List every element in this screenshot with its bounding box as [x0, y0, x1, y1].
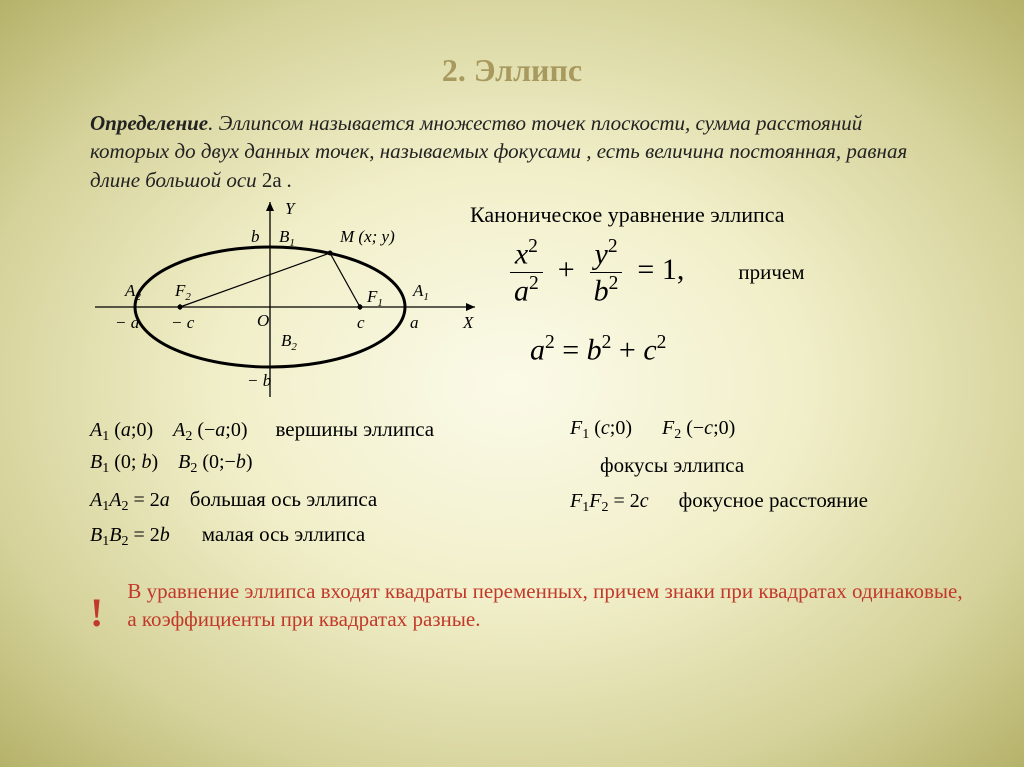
prichem-label: причем — [738, 260, 804, 285]
focal-dist-eq: F1F2 = 2c — [570, 490, 649, 516]
vertex-B2: B2 (0;−b) — [178, 451, 252, 477]
note-block: ! В уравнение эллипса входят квадраты пе… — [90, 577, 970, 634]
canonical-equation: x2a2 + y2b2 = 1, — [510, 236, 684, 308]
major-axis-eq: A1A2 = 2a — [90, 489, 170, 515]
focus-F2: F2 (−c;0) — [662, 417, 735, 443]
canonical-eq-label: Каноническое уравнение эллипса — [470, 202, 1000, 228]
definition-period: . — [282, 168, 293, 192]
section-title: 2. Эллипс — [0, 0, 1024, 89]
svg-text:− c: − c — [171, 313, 195, 332]
svg-text:b: b — [251, 227, 260, 246]
svg-text:− b: − b — [247, 371, 271, 390]
foci-block: F1 (c;0) F2 (−c;0) фокусы эллипса F1F2 =… — [570, 417, 868, 526]
foci-label: фокусы эллипса — [600, 453, 744, 478]
svg-text:B1: B1 — [279, 227, 295, 249]
eq-rhs: = 1, — [637, 253, 684, 286]
vertices-label: вершины эллипса — [276, 417, 435, 442]
two-a-symbol: 2a — [262, 168, 282, 192]
definition-head: Определение — [90, 111, 208, 135]
major-axis-label: большая ось эллипса — [190, 487, 378, 512]
vertices-axes-block: A1 (a;0) A2 (−a;0) вершины эллипса B1 (0… — [90, 417, 434, 556]
vertex-B1: B1 (0; b) — [90, 451, 158, 477]
svg-text:O: O — [257, 311, 269, 330]
svg-text:c: c — [357, 313, 365, 332]
ellipse-diagram: YXOM (x; y)bB1B2− bA1aA2− aF1cF2− c — [85, 202, 485, 407]
svg-text:M (x; y): M (x; y) — [339, 227, 395, 246]
definition-body: . Эллипсом называется множество точек пл… — [90, 111, 907, 192]
definition-block: Определение. Эллипсом называется множест… — [90, 109, 934, 194]
svg-text:A2: A2 — [124, 281, 141, 303]
svg-text:a: a — [410, 313, 419, 332]
focus-F1: F1 (c;0) — [570, 417, 632, 443]
focal-dist-label: фокусное расстояние — [679, 488, 868, 513]
svg-text:− a: − a — [115, 313, 139, 332]
svg-text:B2: B2 — [281, 331, 297, 353]
svg-text:F2: F2 — [174, 281, 191, 303]
vertex-A2: A2 (−a;0) — [173, 419, 247, 445]
svg-text:A1: A1 — [412, 281, 429, 303]
note-text: В уравнение эллипса входят квадраты пере… — [127, 577, 970, 634]
minor-axis-eq: B1B2 = 2b — [90, 524, 170, 550]
svg-text:Y: Y — [285, 202, 296, 218]
abc-relation: a2 = b2 + c2 — [530, 332, 1000, 368]
minor-axis-label: малая ось эллипса — [202, 522, 366, 547]
svg-text:F1: F1 — [366, 287, 383, 309]
vertex-A1: A1 (a;0) — [90, 419, 153, 445]
ellipse-svg: YXOM (x; y)bB1B2− bA1aA2− aF1cF2− c — [85, 202, 485, 402]
exclamation-icon: ! — [90, 593, 103, 633]
